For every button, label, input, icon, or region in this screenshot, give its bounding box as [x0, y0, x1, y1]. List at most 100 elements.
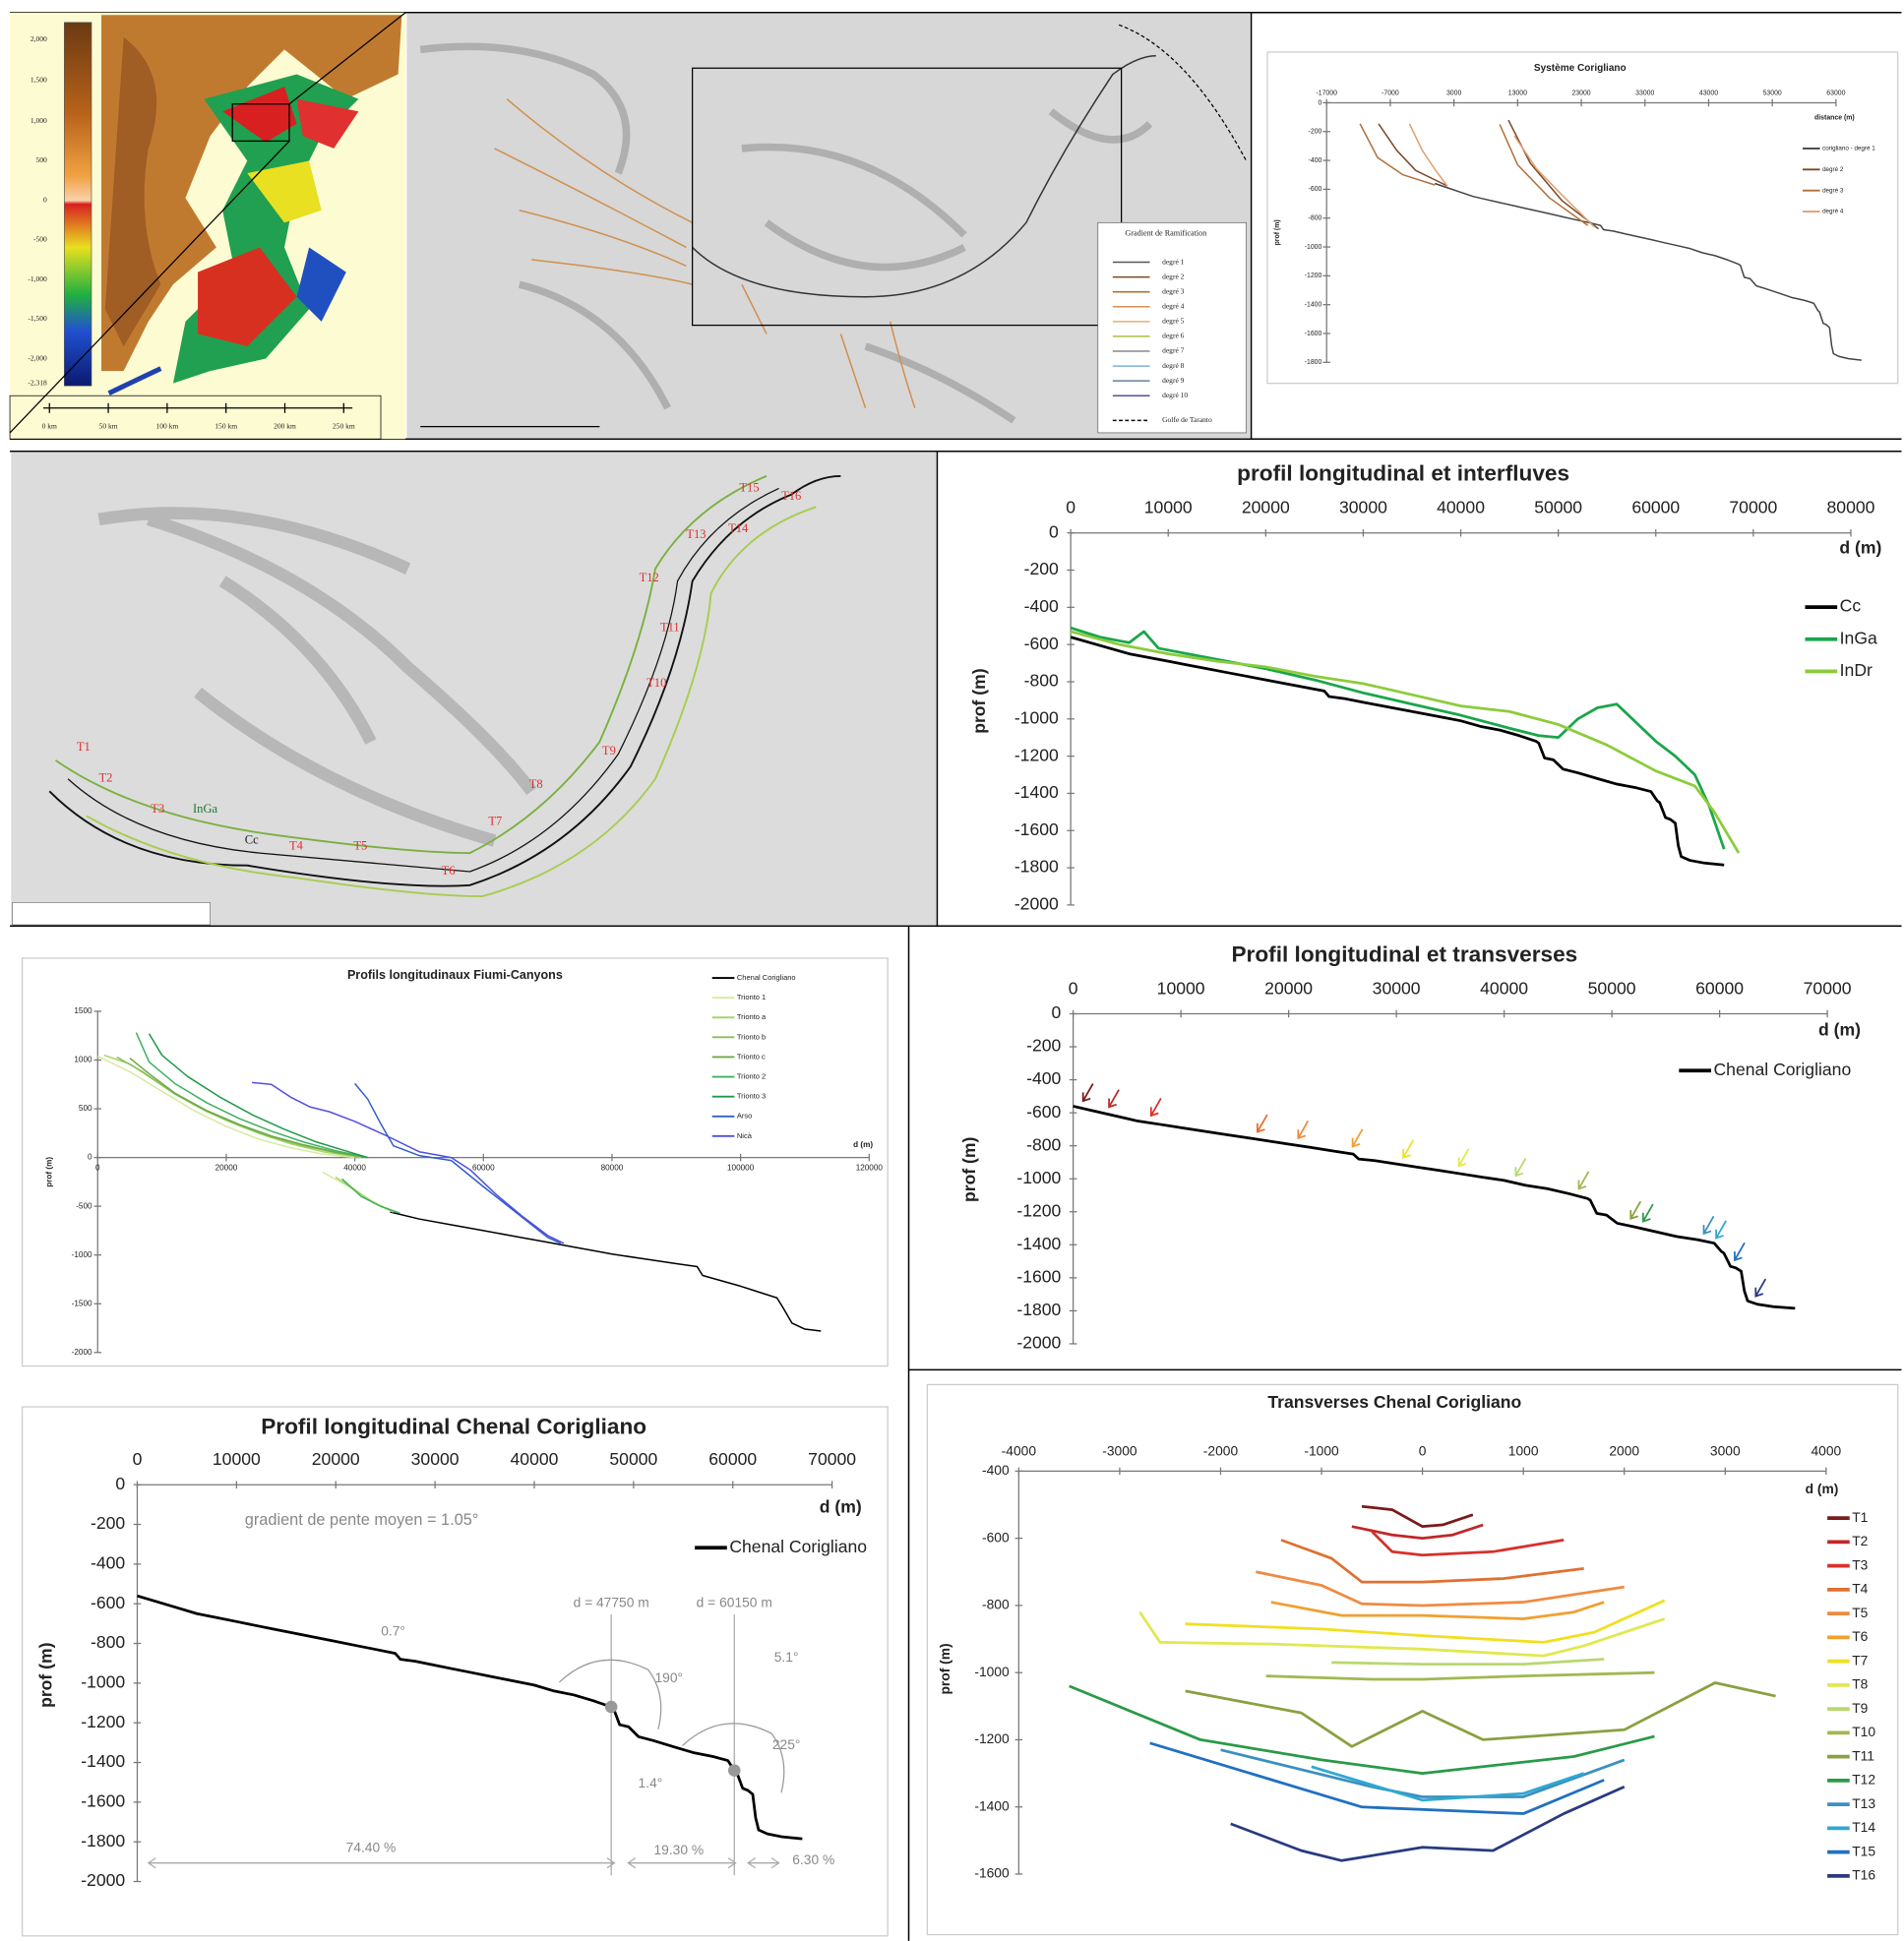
scale-label: 150 km — [215, 421, 237, 430]
x-tick-label: 43000 — [1699, 91, 1718, 97]
series-line — [137, 1594, 803, 1841]
x-tick-label: 40000 — [343, 1163, 366, 1172]
legend-label: T10 — [1852, 1724, 1875, 1739]
colorbar-label: 1,500 — [31, 76, 47, 85]
y-axis-label: prof (m) — [937, 1643, 952, 1694]
series-line — [1230, 1786, 1626, 1862]
x-tick-label: 30000 — [1373, 978, 1421, 998]
y-tick-label: -200 — [91, 1513, 125, 1533]
series-line — [1070, 630, 1741, 854]
span-arrow — [627, 1857, 737, 1869]
series-line — [1069, 1684, 1655, 1775]
y-tick-label: -400 — [1026, 1068, 1061, 1088]
chart-frame — [926, 1383, 1899, 1936]
y-tick-label: -1000 — [1305, 244, 1322, 251]
series-line — [1359, 123, 1589, 226]
y-tick-label: -2000 — [81, 1870, 125, 1890]
transect-arrow — [1351, 1128, 1364, 1148]
x-tick-label: 60000 — [708, 1449, 757, 1469]
x-tick-label: 0 — [1066, 498, 1075, 517]
x-tick-label: 40000 — [511, 1449, 559, 1469]
scale-label: 100 km — [155, 421, 178, 430]
y-axis-label: prof (m) — [959, 1137, 979, 1202]
y-tick-label: -200 — [1024, 559, 1059, 578]
series-line — [135, 1032, 400, 1214]
legend-label: Nicà — [737, 1131, 753, 1140]
series-line — [1280, 1539, 1584, 1584]
legend-label: degré 3 — [1822, 187, 1844, 194]
series-line — [1311, 1765, 1585, 1802]
span-arrow — [147, 1857, 616, 1869]
series-line — [1138, 1610, 1666, 1658]
x-tick-label: 10000 — [1144, 498, 1193, 517]
map-label: T4 — [289, 839, 304, 853]
y-tick-label: 0 — [1049, 521, 1059, 541]
x-tick-label: 1000 — [1508, 1443, 1539, 1459]
y-tick-label: -2000 — [72, 1348, 92, 1357]
y-tick-label: -600 — [1024, 634, 1059, 653]
legend-label: degré 9 — [1162, 376, 1185, 385]
transect-arrow — [1457, 1148, 1470, 1168]
x-tick-label: 70000 — [808, 1449, 856, 1469]
colorbar-label: -2,318 — [28, 378, 47, 387]
annotation: 6.30 % — [792, 1851, 834, 1867]
x-tick-label: 50000 — [1534, 498, 1582, 517]
annotation: 1.4° — [639, 1775, 663, 1790]
legend-label: degré 5 — [1162, 317, 1185, 326]
angle-arc — [558, 1659, 662, 1729]
map-label: T13 — [686, 527, 706, 541]
map-label: T10 — [646, 676, 666, 690]
series-line — [148, 1033, 368, 1159]
x-tick-label: 20000 — [215, 1163, 238, 1172]
colorbar-label: 2,000 — [31, 34, 47, 43]
y-tick-label: -1400 — [1016, 1234, 1061, 1253]
y-tick-label: -1200 — [974, 1730, 1010, 1746]
x-tick-label: -1000 — [1304, 1443, 1339, 1459]
y-tick-label: 1000 — [74, 1056, 92, 1064]
scale-label: 0 km — [42, 421, 57, 430]
x-tick-label: 20000 — [312, 1449, 360, 1469]
transect-arrow — [1297, 1120, 1310, 1140]
x-tick-label: 2000 — [1609, 1443, 1639, 1459]
annotation: 225° — [772, 1736, 801, 1752]
x-tick-label: 53000 — [1763, 91, 1782, 97]
y-tick-label: -400 — [1309, 157, 1322, 164]
y-tick-label: -1800 — [1014, 857, 1059, 877]
series-line — [1361, 1504, 1474, 1529]
y-tick-label: -1000 — [72, 1250, 92, 1259]
y-tick-label: -1600 — [1014, 819, 1059, 839]
y-tick-label: -400 — [982, 1462, 1010, 1478]
y-tick-label: -1800 — [1305, 359, 1322, 366]
map-label: T1 — [77, 740, 91, 754]
legend-label: Trionto c — [737, 1052, 766, 1061]
y-tick-label: 0 — [115, 1474, 125, 1493]
legend-label: Arso — [737, 1112, 752, 1121]
x-tick-label: 23000 — [1571, 91, 1590, 97]
chart-title: Transverses Chenal Corigliano — [1267, 1392, 1521, 1412]
y-tick-label: -1400 — [1014, 782, 1059, 802]
y-tick-label: -600 — [1309, 186, 1322, 193]
span-arrow — [747, 1857, 780, 1869]
y-tick-label: 1500 — [74, 1006, 92, 1015]
y-tick-label: 0 — [88, 1153, 92, 1162]
map-label: T2 — [99, 771, 113, 785]
legend-label: Chenal Corigliano — [1714, 1060, 1852, 1079]
legend-label: degré 6 — [1162, 332, 1185, 340]
series-line — [390, 1211, 822, 1332]
x-tick-label: 10000 — [213, 1449, 261, 1469]
chart-title: Profils longitudinaux Fiumi-Canyons — [347, 968, 563, 982]
series-line — [1408, 123, 1595, 228]
y-tick-label: -1400 — [1305, 301, 1322, 308]
legend-label: Cc — [1840, 596, 1862, 616]
legend-label: T7 — [1852, 1652, 1868, 1668]
series-line — [1270, 1601, 1605, 1620]
series-line — [1256, 1570, 1625, 1607]
x-tick-label: 80000 — [1827, 498, 1875, 517]
y-axis-label: prof (m) — [35, 1643, 55, 1708]
series-line — [1185, 1599, 1666, 1644]
x-tick-label: 20000 — [1242, 498, 1290, 517]
y-tick-label: -1000 — [1014, 707, 1059, 727]
y-tick-label: -1400 — [81, 1751, 125, 1771]
y-tick-label: -1600 — [974, 1865, 1010, 1881]
